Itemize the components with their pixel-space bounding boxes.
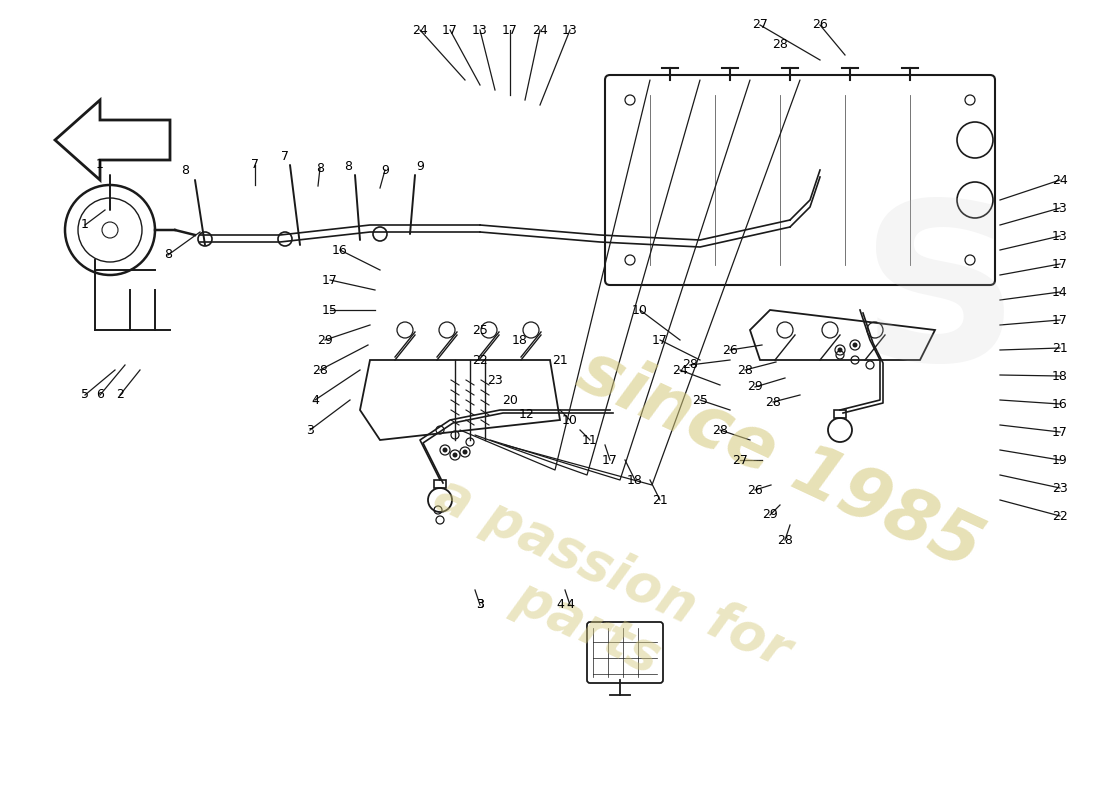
- Text: 1: 1: [81, 218, 89, 231]
- Text: 7: 7: [251, 158, 258, 171]
- Text: 6: 6: [96, 389, 103, 402]
- Circle shape: [442, 447, 448, 453]
- Text: 21: 21: [652, 494, 668, 506]
- Text: 9: 9: [381, 163, 389, 177]
- Circle shape: [852, 342, 858, 347]
- Text: 4: 4: [311, 394, 319, 406]
- Text: 22: 22: [1052, 510, 1068, 522]
- Text: 9: 9: [416, 161, 424, 174]
- Text: 19: 19: [1052, 454, 1068, 466]
- Text: 26: 26: [812, 18, 828, 31]
- Text: 21: 21: [552, 354, 568, 366]
- Text: 8: 8: [164, 249, 172, 262]
- Text: 3: 3: [476, 598, 484, 611]
- Text: 14: 14: [1052, 286, 1068, 298]
- Text: 20: 20: [502, 394, 518, 406]
- Text: 18: 18: [1052, 370, 1068, 382]
- Text: 18: 18: [627, 474, 642, 486]
- Text: 13: 13: [1052, 202, 1068, 214]
- Text: 25: 25: [692, 394, 708, 406]
- Circle shape: [837, 347, 843, 353]
- Circle shape: [452, 453, 458, 458]
- Text: 24: 24: [412, 23, 428, 37]
- Text: 29: 29: [747, 381, 763, 394]
- Text: 1: 1: [96, 158, 103, 171]
- Text: S: S: [860, 193, 1020, 407]
- Text: 4: 4: [557, 598, 564, 611]
- Text: a passion for
parts: a passion for parts: [402, 468, 799, 732]
- Text: 16: 16: [332, 243, 348, 257]
- Text: 17: 17: [1052, 314, 1068, 326]
- Text: 13: 13: [1052, 230, 1068, 242]
- Text: 7: 7: [280, 150, 289, 163]
- Text: 28: 28: [737, 363, 752, 377]
- Text: 18: 18: [513, 334, 528, 346]
- Text: 24: 24: [672, 363, 688, 377]
- Text: 23: 23: [487, 374, 503, 386]
- Text: 27: 27: [752, 18, 768, 31]
- Text: 8: 8: [182, 163, 189, 177]
- Text: 15: 15: [322, 303, 338, 317]
- Text: 28: 28: [777, 534, 793, 546]
- Text: 8: 8: [316, 162, 324, 174]
- Text: 12: 12: [519, 409, 535, 422]
- Circle shape: [462, 450, 468, 454]
- Text: 11: 11: [582, 434, 598, 446]
- Text: 17: 17: [502, 23, 518, 37]
- Text: 24: 24: [532, 23, 548, 37]
- Text: 10: 10: [632, 303, 648, 317]
- Text: 26: 26: [722, 343, 738, 357]
- Text: 2: 2: [117, 389, 124, 402]
- Text: 22: 22: [472, 354, 488, 366]
- Text: 29: 29: [317, 334, 333, 346]
- Text: 28: 28: [712, 423, 728, 437]
- Text: 13: 13: [472, 23, 488, 37]
- Text: 21: 21: [1052, 342, 1068, 354]
- Text: 3: 3: [306, 423, 313, 437]
- Text: 17: 17: [322, 274, 338, 286]
- Text: 23: 23: [1052, 482, 1068, 494]
- Text: 26: 26: [747, 483, 763, 497]
- Text: 25: 25: [472, 323, 488, 337]
- Text: 8: 8: [344, 161, 352, 174]
- Text: 17: 17: [1052, 426, 1068, 438]
- Text: 24: 24: [1052, 174, 1068, 186]
- Text: 29: 29: [762, 509, 778, 522]
- Text: 28: 28: [312, 363, 328, 377]
- Text: 28: 28: [772, 38, 788, 51]
- Text: 17: 17: [1052, 258, 1068, 270]
- Text: 13: 13: [562, 23, 578, 37]
- Text: 10: 10: [562, 414, 578, 426]
- Text: 5: 5: [81, 389, 89, 402]
- Text: 17: 17: [602, 454, 618, 466]
- Text: since 1985: since 1985: [568, 336, 992, 584]
- Text: 4: 4: [566, 598, 574, 611]
- Text: 17: 17: [652, 334, 668, 346]
- Text: 3: 3: [476, 598, 484, 611]
- Text: 28: 28: [766, 395, 781, 409]
- Text: 27: 27: [733, 454, 748, 466]
- Text: 17: 17: [442, 23, 458, 37]
- Text: 16: 16: [1052, 398, 1068, 410]
- Text: 28: 28: [682, 358, 697, 371]
